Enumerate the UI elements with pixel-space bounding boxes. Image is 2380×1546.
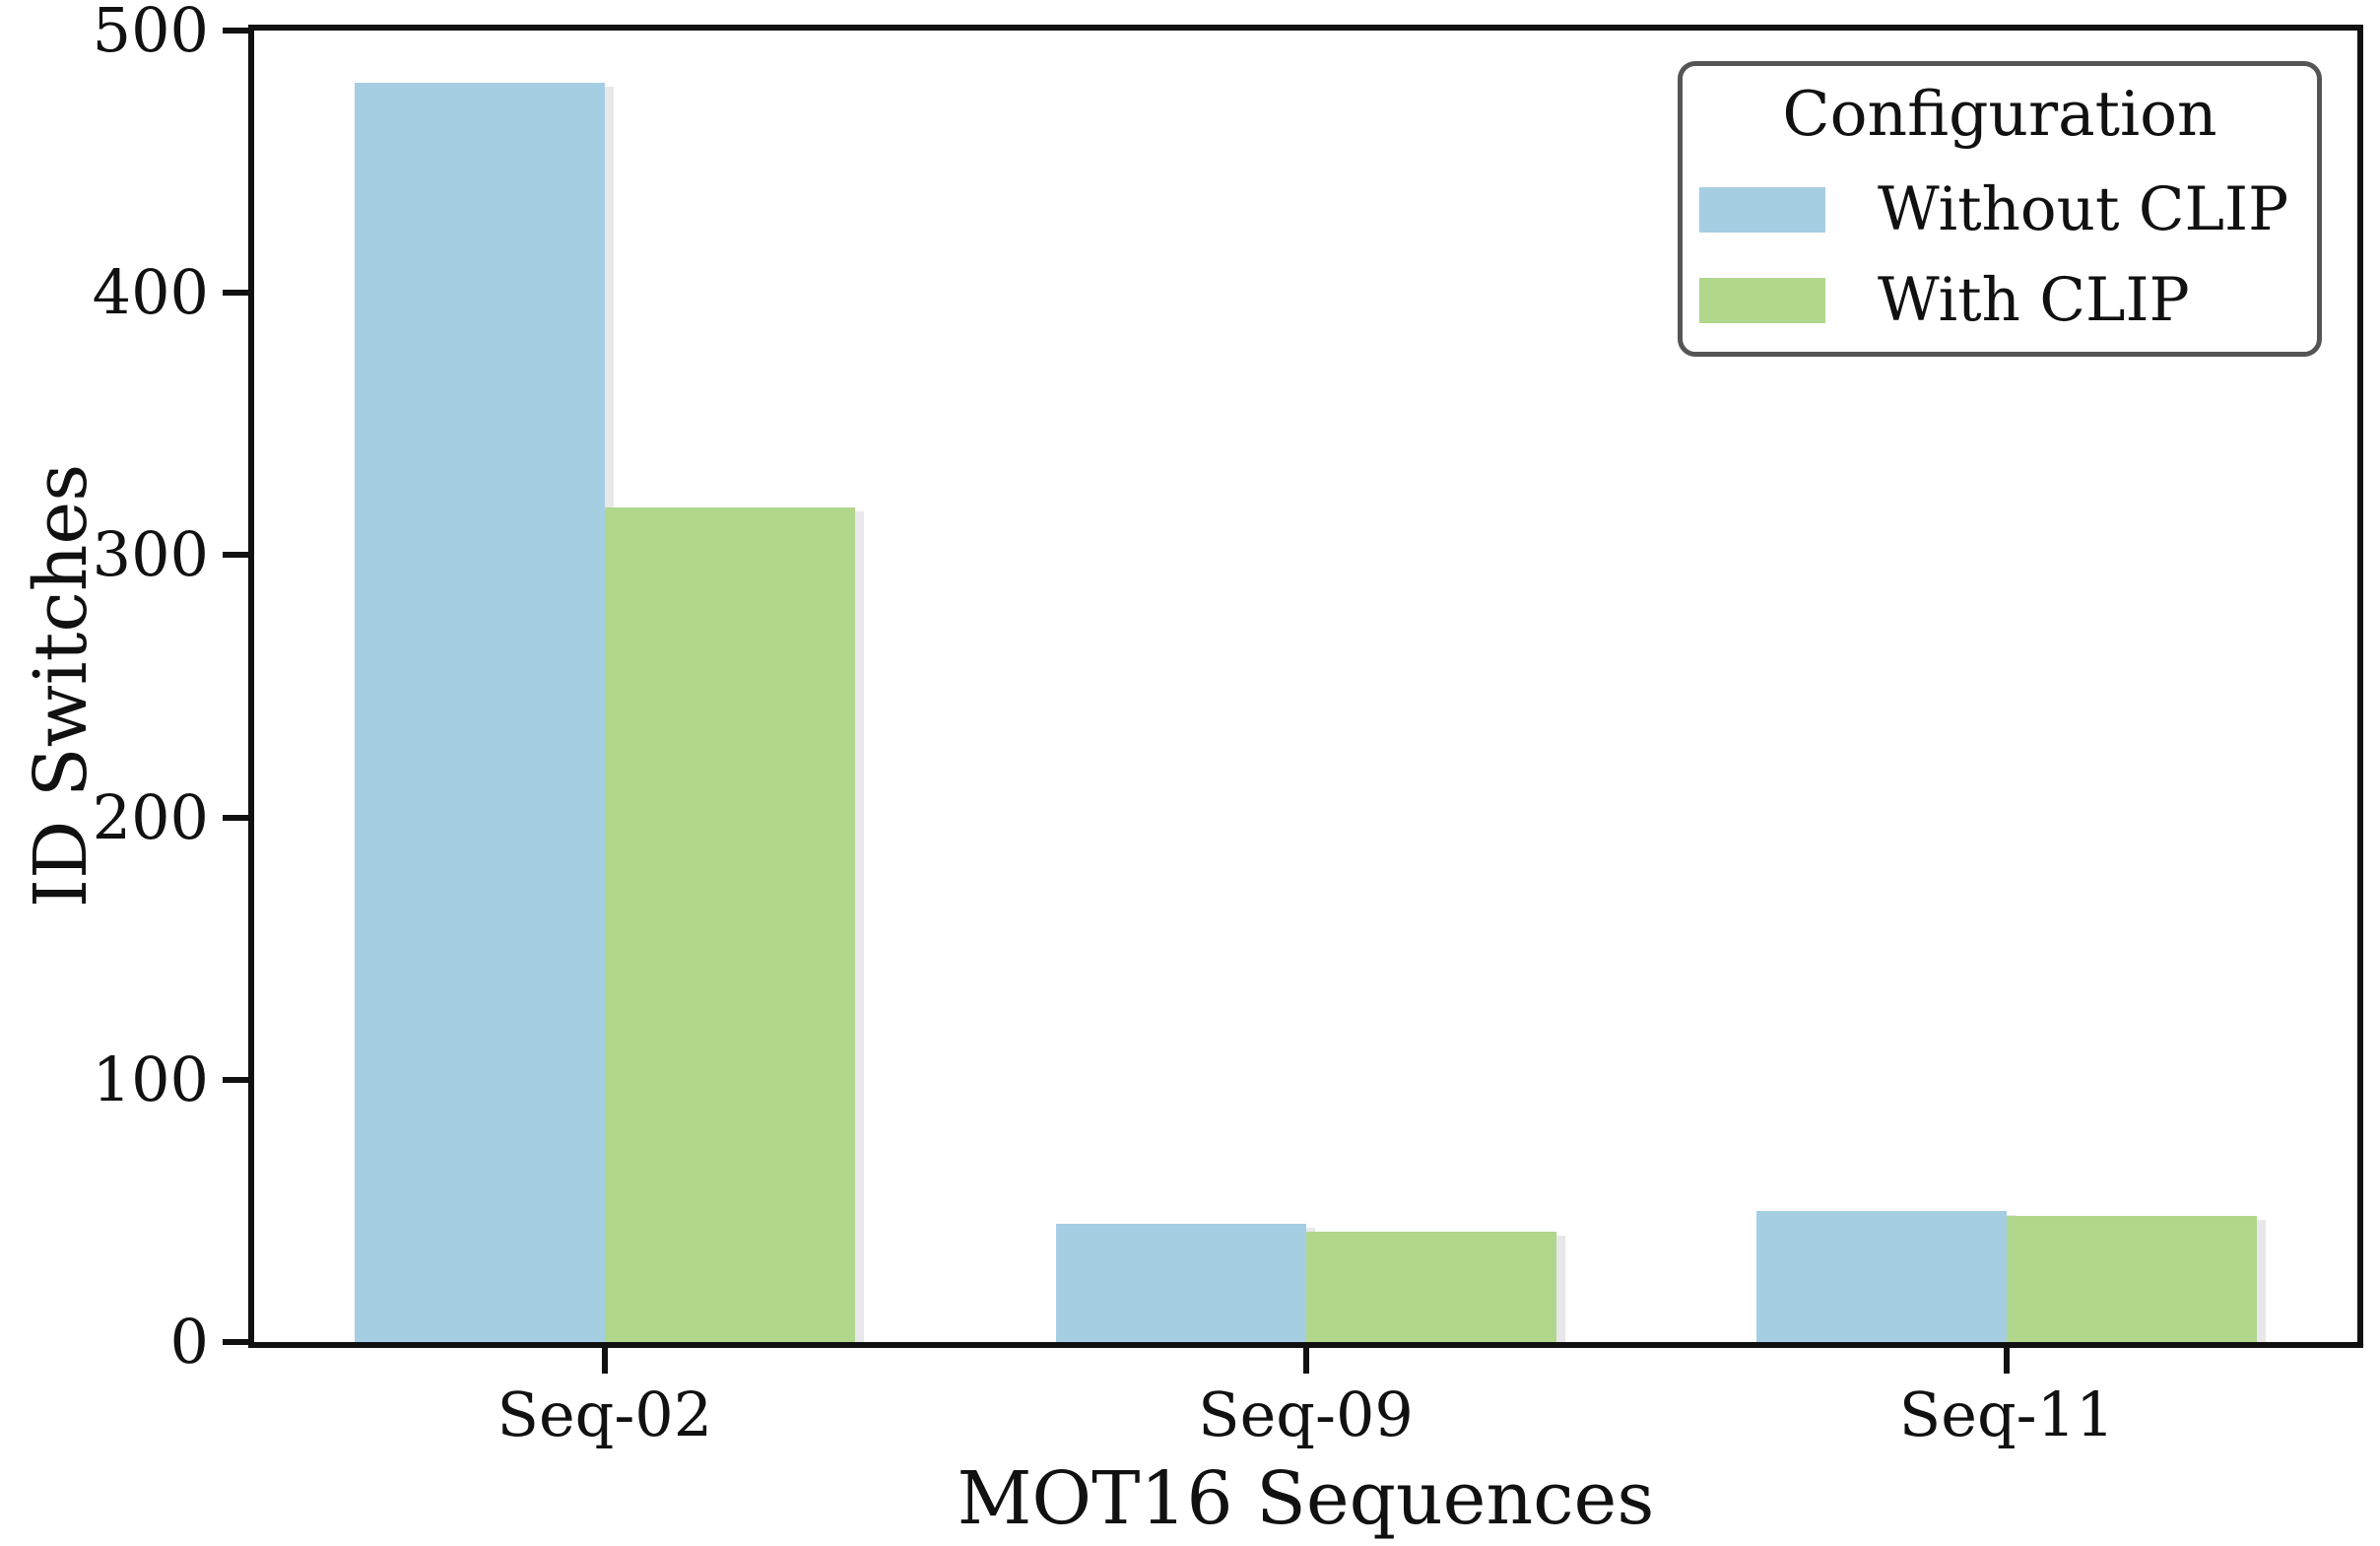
- y-tick-mark-100: [223, 1076, 248, 1083]
- legend-title: Configuration: [1782, 78, 2217, 150]
- legend: Configuration Without CLIP With CLIP: [1678, 61, 2322, 357]
- bar-seq-09-without-clip: [1055, 1224, 1306, 1342]
- x-tick-mark-seq-09: [1302, 1348, 1309, 1374]
- y-tick-label-500: 500: [92, 0, 209, 66]
- y-tick-mark-400: [223, 290, 248, 297]
- y-axis-label: ID Switches: [19, 463, 103, 908]
- y-tick-label-0: 0: [169, 1306, 209, 1378]
- x-axis-label: MOT16 Sequences: [957, 1456, 1655, 1541]
- y-tick-label-300: 300: [92, 518, 209, 591]
- bar-seq-11-with-clip: [2007, 1216, 2258, 1342]
- bar-seq-11-without-clip: [1756, 1210, 2008, 1342]
- x-tick-mark-seq-02: [601, 1348, 608, 1374]
- y-tick-mark-300: [223, 552, 248, 559]
- legend-label-without-clip: Without CLIP: [1878, 174, 2289, 244]
- x-tick-mark-seq-11: [2004, 1348, 2011, 1374]
- y-tick-mark-500: [223, 28, 248, 34]
- x-tick-label-seq-11: Seq-11: [1898, 1378, 2115, 1450]
- bar-seq-09-with-clip: [1305, 1232, 1556, 1342]
- y-tick-label-100: 100: [92, 1042, 209, 1115]
- y-tick-mark-0: [223, 1339, 248, 1345]
- legend-swatch-with-clip: [1699, 278, 1825, 323]
- x-tick-label-seq-02: Seq-02: [496, 1378, 713, 1450]
- x-tick-label-seq-09: Seq-09: [1198, 1378, 1414, 1450]
- legend-swatch-without-clip: [1699, 187, 1825, 233]
- bar-seq-02-with-clip: [604, 507, 855, 1342]
- y-tick-mark-200: [223, 814, 248, 821]
- legend-row-without-clip: Without CLIP: [1683, 179, 2317, 240]
- bar-seq-02-without-clip: [354, 83, 605, 1342]
- y-tick-label-200: 200: [92, 780, 209, 853]
- legend-row-with-clip: With CLIP: [1683, 270, 2317, 331]
- y-tick-label-400: 400: [92, 256, 209, 329]
- legend-label-with-clip: With CLIP: [1878, 265, 2190, 335]
